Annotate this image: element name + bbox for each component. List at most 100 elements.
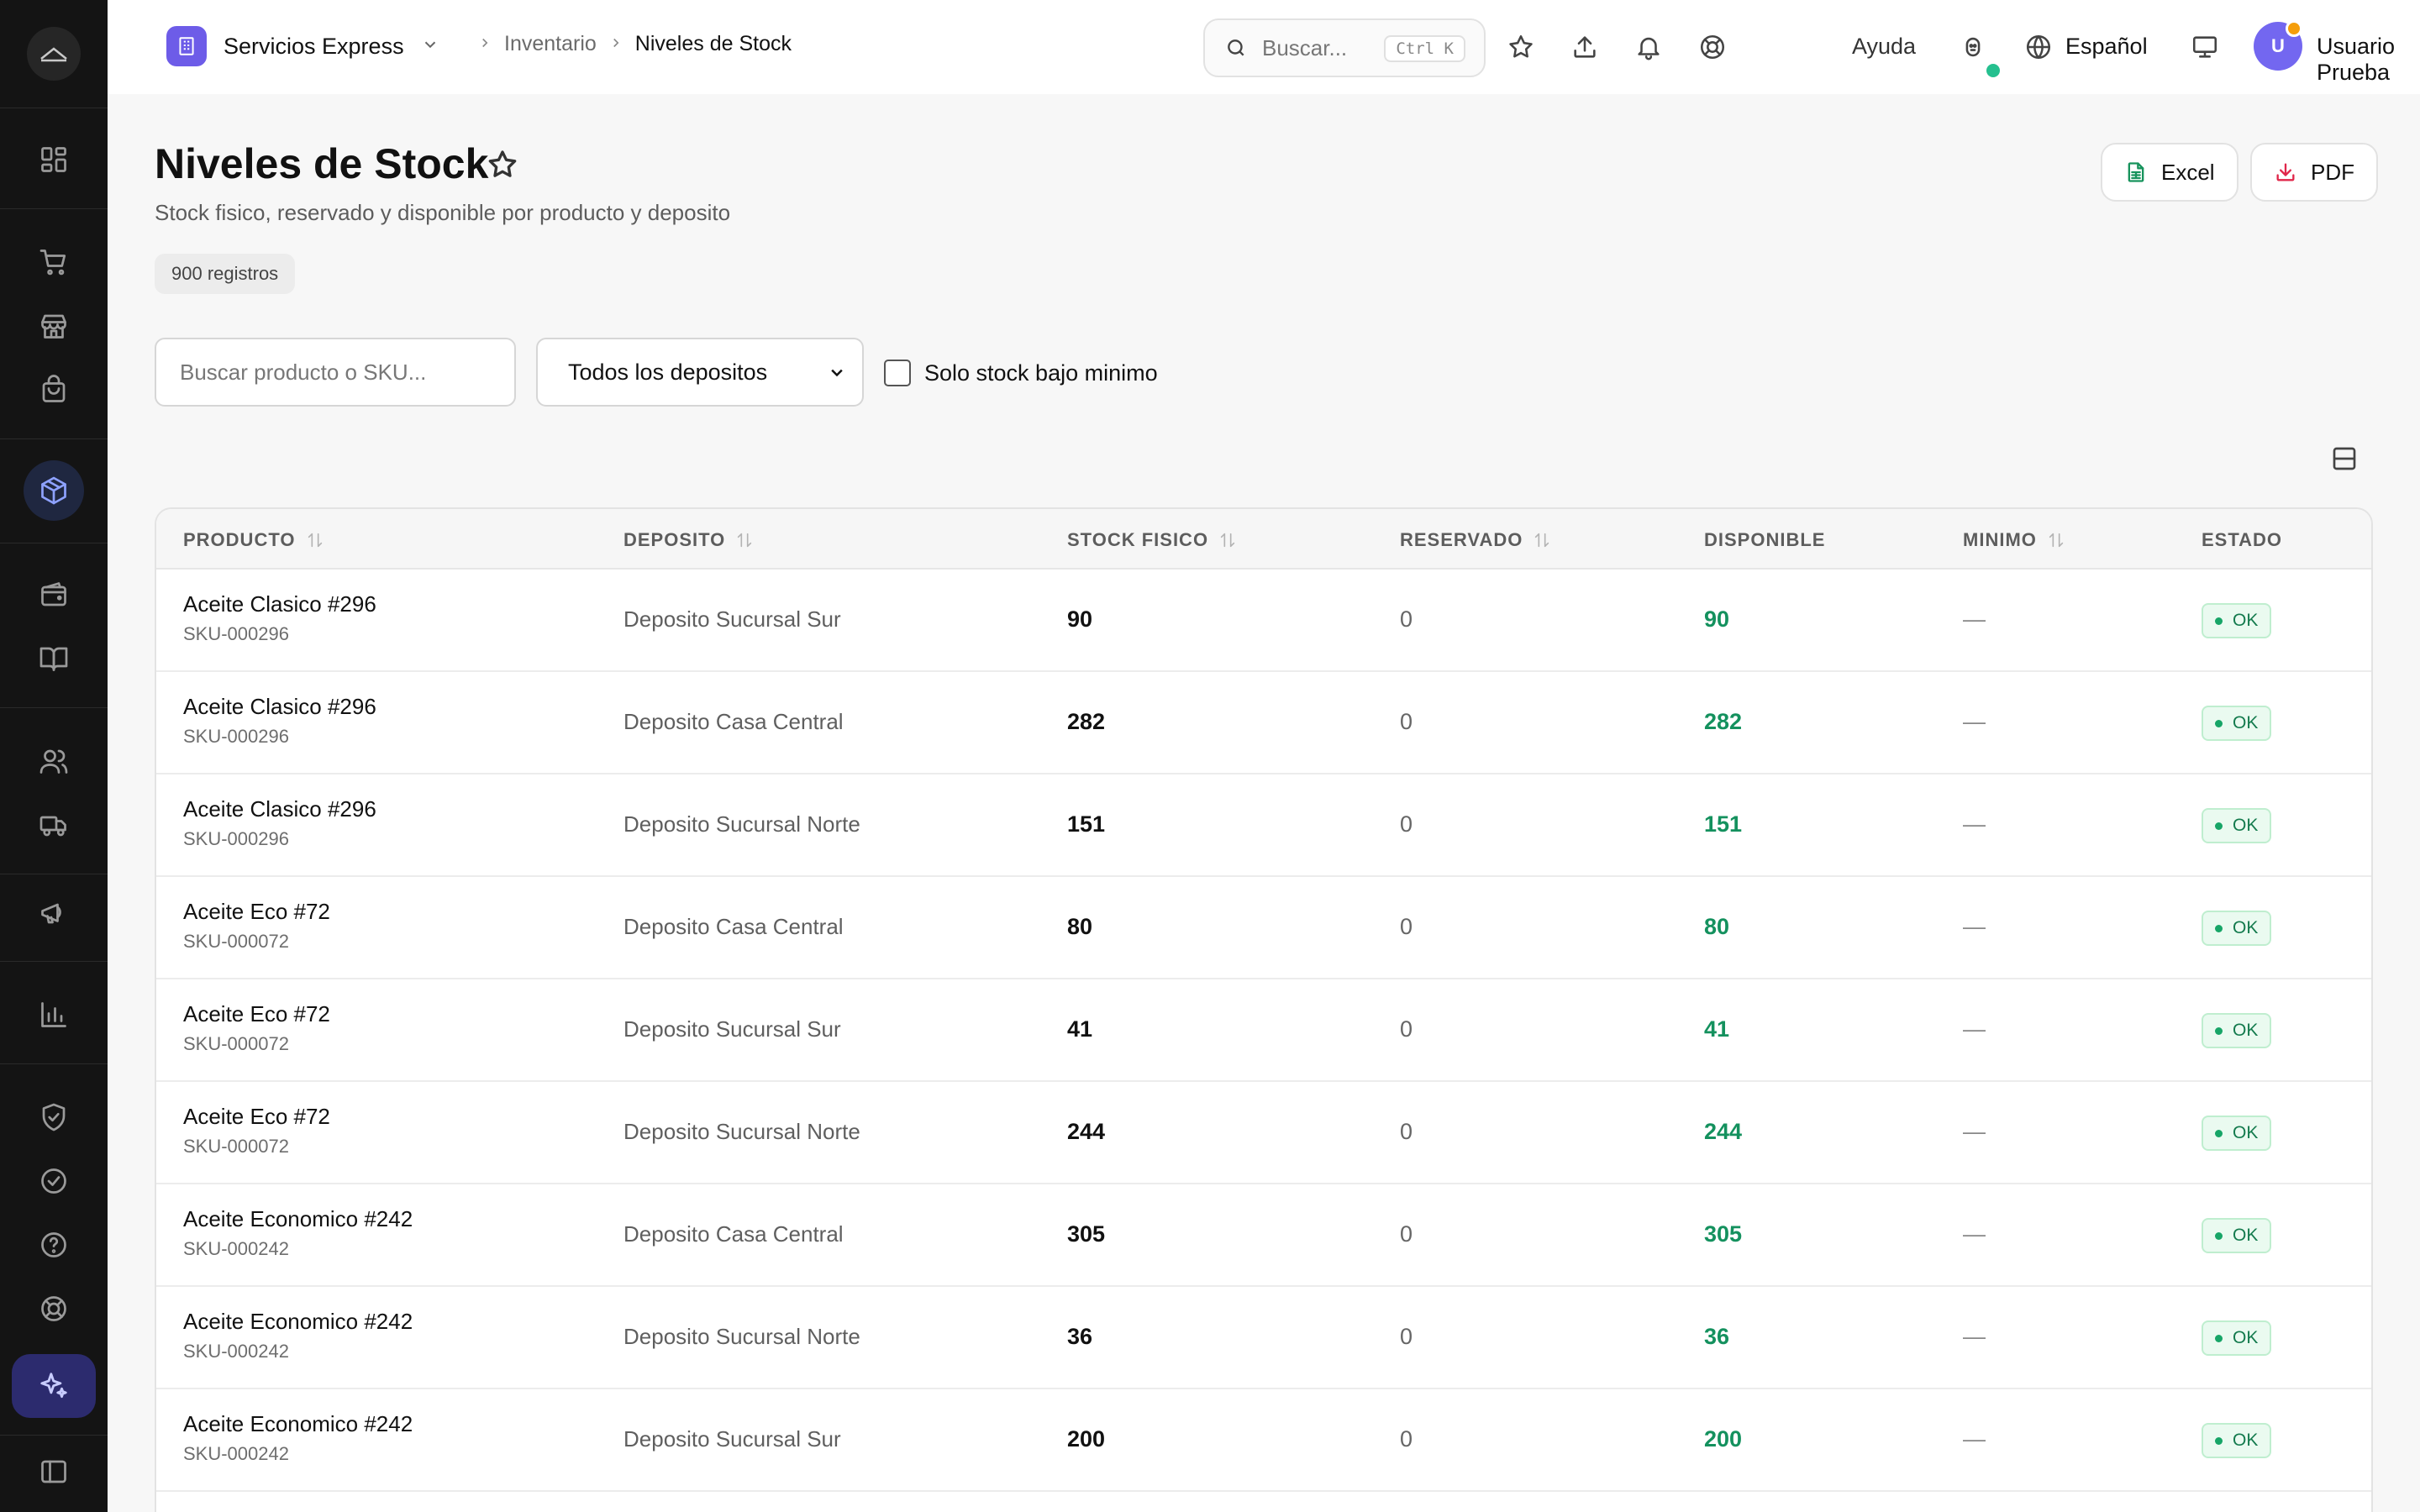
deposit-name: Deposito Sucursal Sur <box>623 606 841 632</box>
sidebar-item-finance[interactable] <box>34 575 74 615</box>
table-row[interactable]: Aceite Economico #242 SKU-000242 Deposito … <box>156 1184 2371 1287</box>
layout-rows-icon <box>2333 447 2356 470</box>
store-icon <box>41 314 66 339</box>
favorites-button[interactable] <box>1504 30 1538 64</box>
sidebar-item-reports[interactable] <box>34 995 74 1035</box>
breadcrumb-inventory[interactable]: Inventario <box>504 32 597 55</box>
assistant-status-button[interactable] <box>1956 30 1990 64</box>
status-dot <box>2215 1231 2223 1240</box>
user-name[interactable]: Usuario Prueba <box>2317 34 2396 85</box>
product-sku: SKU-000296 <box>183 828 289 849</box>
sidebar-item-purchases[interactable] <box>34 370 74 410</box>
product-name[interactable]: Aceite Eco #72 <box>183 899 330 924</box>
low-stock-label[interactable]: Solo stock bajo minimo <box>924 360 1158 386</box>
table-row[interactable]: Aceite Clasico #296 SKU-000296 Deposito Ca… <box>156 672 2371 774</box>
sidebar-item-sales[interactable] <box>34 242 74 282</box>
global-search[interactable]: Buscar... Ctrl K <box>1203 18 1486 77</box>
product-name[interactable]: Aceite Clasico #296 <box>183 591 376 617</box>
status-dot <box>2215 924 2223 932</box>
help-label[interactable]: Ayuda <box>1852 34 1917 59</box>
deposit-select-value: Todos los depositos <box>568 360 768 385</box>
product-name[interactable]: Aceite Economico #242 <box>183 1411 413 1436</box>
stock-minimum: — <box>1963 1426 1986 1452</box>
stock-table: PRODUCTO DEPOSITO STOCK FISICO RESERVADO… <box>155 507 2373 1512</box>
company-switcher[interactable]: Servicios Express <box>166 26 439 66</box>
sidebar-divider <box>0 1435 108 1436</box>
dashboard-icon <box>41 147 66 172</box>
help-button[interactable] <box>1696 30 1729 64</box>
product-name[interactable]: Aceite Eco #72 <box>183 1001 330 1026</box>
product-name[interactable]: Aceite Clasico #296 <box>183 694 376 719</box>
online-status-dot <box>1986 64 2000 77</box>
column-header-minimo[interactable]: MINIMO <box>1963 529 2065 551</box>
product-sku: SKU-000242 <box>183 1443 289 1464</box>
product-name[interactable]: Aceite Economico #242 <box>183 1309 413 1334</box>
status-badge: OK <box>2202 1423 2272 1458</box>
app-logo[interactable] <box>27 27 81 81</box>
breadcrumb-current: Niveles de Stock <box>634 32 792 55</box>
stock-physical: 305 <box>1067 1221 1106 1247</box>
column-header-stock-fisico[interactable]: STOCK FISICO <box>1067 529 1237 551</box>
sidebar-item-store[interactable] <box>34 306 74 346</box>
status-label: OK <box>2233 1328 2259 1347</box>
product-name[interactable]: Aceite Eco #72 <box>183 1104 330 1129</box>
table-row[interactable]: Aceite Clasico #296 SKU-000296 Deposito Su… <box>156 774 2371 877</box>
table-density-button[interactable] <box>2331 445 2361 475</box>
bar-chart-icon <box>41 1002 66 1027</box>
table-row[interactable]: Aceite Eco #72 SKU-000072 Deposito Sucursa… <box>156 979 2371 1082</box>
sidebar-divider <box>0 438 108 439</box>
column-header-producto[interactable]: PRODUCTO <box>183 529 324 551</box>
lifebuoy-icon <box>41 1296 66 1321</box>
upload-button[interactable] <box>1568 30 1602 64</box>
status-badge: OK <box>2202 1218 2272 1253</box>
stock-minimum: — <box>1963 1324 1986 1349</box>
status-label: OK <box>2233 918 2259 937</box>
deposit-select[interactable]: Todos los depositos <box>536 338 864 407</box>
sidebar-divider <box>0 208 108 209</box>
sidebar-item-inventory[interactable] <box>24 460 84 521</box>
table-row[interactable]: Aceite Economico #242 SKU-000242 Deposito … <box>156 1287 2371 1389</box>
stock-available: 80 <box>1704 914 1730 939</box>
sidebar <box>0 0 108 1512</box>
column-header-reservado[interactable]: RESERVADO <box>1400 529 1551 551</box>
sidebar-item-tasks[interactable] <box>34 1161 74 1201</box>
low-stock-checkbox[interactable] <box>884 360 911 386</box>
sidebar-collapse-button[interactable] <box>34 1452 74 1492</box>
status-badge: OK <box>2202 706 2272 741</box>
search-icon <box>1228 39 1244 56</box>
language-button[interactable] <box>2022 30 2055 64</box>
notifications-button[interactable] <box>1632 30 1665 64</box>
search-placeholder: Buscar... <box>1262 34 1348 60</box>
deposit-name: Deposito Sucursal Sur <box>623 1016 841 1042</box>
star-icon <box>1509 34 1533 58</box>
sidebar-item-support[interactable] <box>34 1289 74 1329</box>
status-dot <box>2215 1129 2223 1137</box>
chevron-right-icon <box>608 32 623 56</box>
deposit-name: Deposito Casa Central <box>623 914 844 939</box>
product-name[interactable]: Aceite Economico #242 <box>183 1206 413 1231</box>
table-row[interactable]: Aceite Clasico #296 SKU-000296 Deposito Su… <box>156 570 2371 672</box>
avatar-notification-badge <box>2286 20 2302 37</box>
language-label[interactable]: Español <box>2065 34 2148 59</box>
shield-check-icon <box>42 1103 66 1131</box>
sidebar-item-customers[interactable] <box>34 741 74 781</box>
favorite-page-button[interactable] <box>486 148 519 186</box>
sidebar-item-security[interactable] <box>34 1097 74 1137</box>
sidebar-item-dashboard[interactable] <box>34 139 74 180</box>
sidebar-item-marketing[interactable] <box>34 892 74 932</box>
table-row[interactable]: Aceite Eco #72 SKU-000072 Deposito Sucursa… <box>156 1082 2371 1184</box>
ai-assistant-button[interactable] <box>12 1354 96 1418</box>
product-name[interactable]: Aceite Clasico #296 <box>183 796 376 822</box>
export-excel-button[interactable]: Excel <box>2101 143 2238 202</box>
stock-available: 200 <box>1704 1426 1743 1452</box>
product-search-input[interactable]: Buscar producto o SKU... <box>155 338 516 407</box>
top-bar: Servicios Express Inventario Niveles de … <box>108 0 2420 94</box>
sidebar-item-help[interactable] <box>34 1225 74 1265</box>
sidebar-item-shipping[interactable] <box>34 805 74 845</box>
sidebar-item-accounting[interactable] <box>34 638 74 679</box>
export-pdf-button[interactable]: PDF <box>2250 143 2378 202</box>
display-button[interactable] <box>2188 30 2222 64</box>
column-header-deposito[interactable]: DEPOSITO <box>623 529 754 551</box>
table-row[interactable]: Aceite Economico #242 SKU-000242 Deposito … <box>156 1389 2371 1492</box>
table-row[interactable]: Aceite Eco #72 SKU-000072 Deposito Casa Ce… <box>156 877 2371 979</box>
